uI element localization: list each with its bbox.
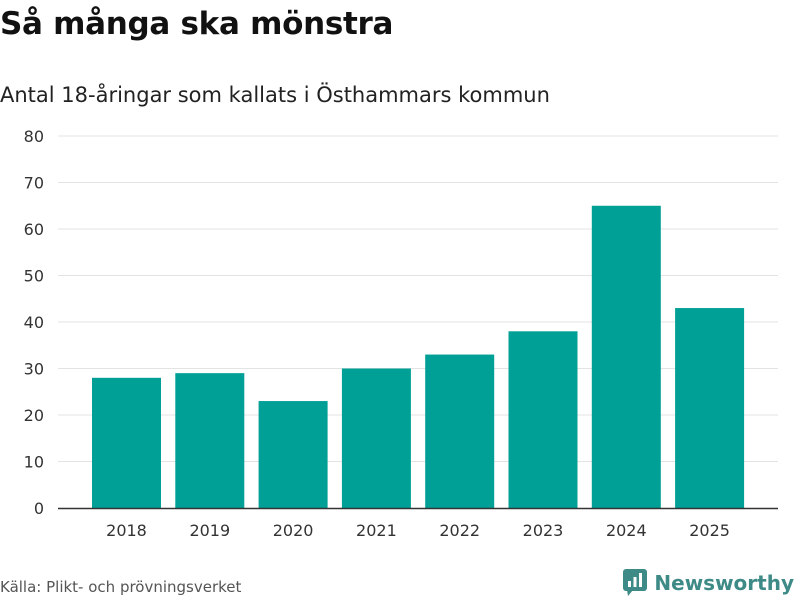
y-tick-label: 20 [24,406,44,425]
y-tick-label: 80 [24,127,44,146]
bars-layer [92,205,745,509]
y-tick-label: 10 [24,453,44,472]
bar-2023[interactable] [508,331,578,508]
y-tick-label: 60 [24,220,44,239]
y-tick-label: 0 [34,499,44,518]
x-tick-label: 2018 [106,521,147,540]
x-tick-label: 2024 [606,521,647,540]
grid-layer [58,135,778,462]
y-tick-label: 30 [24,360,44,379]
brand-name: Newsworthy [654,570,794,595]
bar-2024[interactable] [591,205,661,508]
x-tick-label: 2020 [273,521,314,540]
brand-logo[interactable]: Newsworthy [623,569,794,596]
bar-2019[interactable] [175,373,245,508]
x-tick-label: 2025 [689,521,730,540]
bar-2020[interactable] [258,401,328,508]
newsworthy-logo-icon [623,569,648,596]
bar-2022[interactable] [425,354,495,508]
x-tick-label: 2022 [439,521,480,540]
bar-2018[interactable] [92,377,161,508]
chart-subtitle: Antal 18-åringar som kallats i Östhammar… [0,83,550,107]
bar-2025[interactable] [675,308,745,508]
source-note: Källa: Plikt- och prövningsverket [0,578,242,596]
chart-title: Så många ska mönstra [0,6,394,42]
y-tick-label: 40 [24,313,44,332]
y-tick-label: 50 [24,267,44,286]
x-tick-label: 2019 [189,521,230,540]
axis-layer: 0 10 20 30 40 50 60 70 80 2018 2019 2020 2021 2022 202… [24,127,778,540]
y-tick-label: 70 [24,174,44,193]
x-tick-label: 2023 [523,521,564,540]
x-tick-label: 2021 [356,521,397,540]
bar-2021[interactable] [341,368,411,509]
